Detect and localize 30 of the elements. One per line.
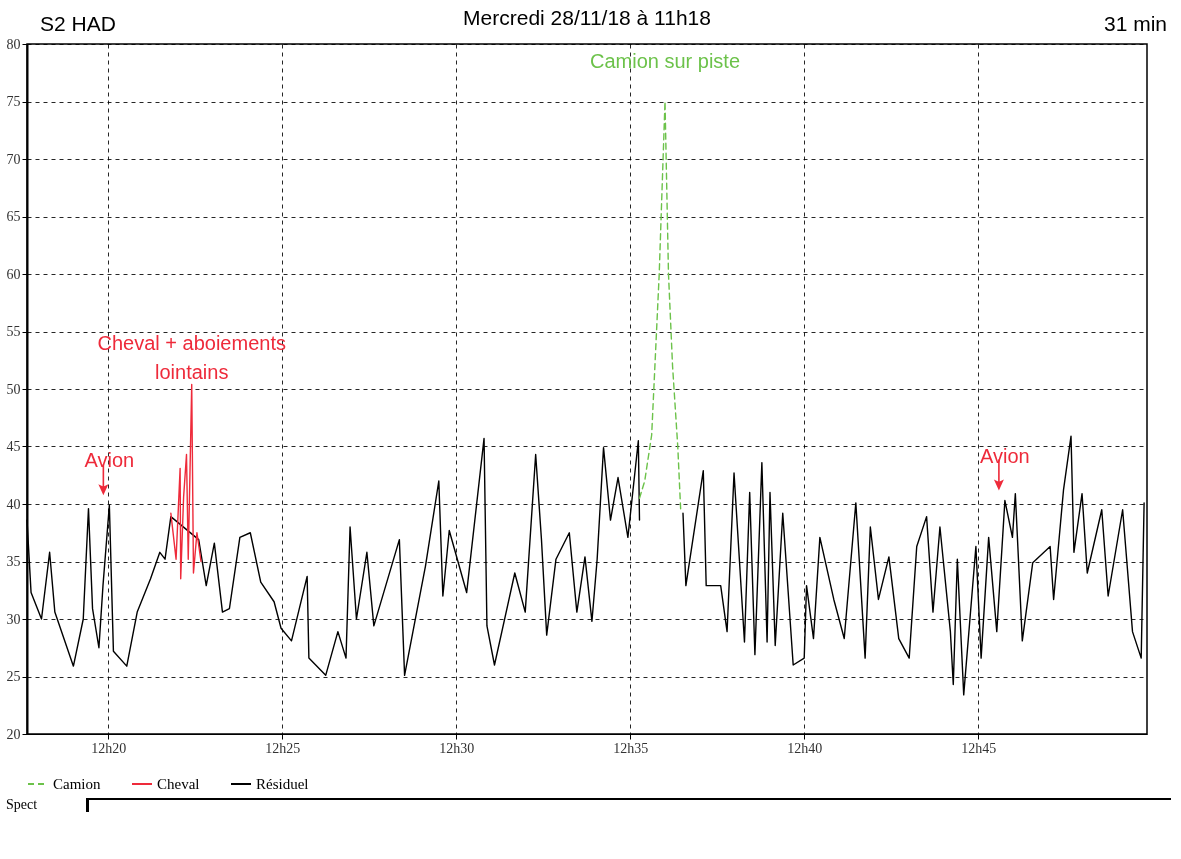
- chart-title: Mercredi 28/11/18 à 11h18: [463, 6, 711, 29]
- annotation: Avion: [84, 449, 135, 472]
- legend-label: Camion: [53, 776, 101, 792]
- y-tick-label: 45: [6, 439, 21, 454]
- y-tick-label: 70: [6, 151, 21, 167]
- x-tick-label: 12h45: [961, 740, 997, 756]
- y-tick-label: 35: [6, 554, 21, 569]
- text: 31 min: [1103, 12, 1167, 36]
- y-tick-label: 25: [6, 669, 21, 684]
- annotation: Cheval + aboiements lointains: [97, 332, 286, 384]
- x-tick-label: 12h20: [91, 740, 127, 756]
- y-tick-label: 20: [6, 726, 21, 742]
- x-tick-label: 12h30: [439, 740, 475, 756]
- y-tick-label: 40: [6, 496, 21, 512]
- x-tick-label: 12h35: [613, 740, 649, 756]
- x-tick-label: 12h25: [265, 740, 301, 756]
- annotation: Avion: [980, 444, 1030, 467]
- annotation: Camion sur piste: [589, 49, 741, 72]
- y-tick-label: 30: [6, 611, 21, 627]
- y-tick-label: 80: [6, 36, 21, 52]
- y-tick-label: 50: [6, 381, 21, 397]
- text: Spect: [6, 797, 39, 813]
- legend-label: Résiduel: [256, 776, 309, 792]
- x-tick-label: 12h40: [787, 740, 823, 756]
- y-tick-label: 65: [6, 209, 21, 224]
- legend-label: Cheval: [157, 776, 200, 792]
- y-tick-label: 75: [6, 94, 21, 109]
- y-tick-label: 55: [6, 324, 21, 339]
- text: S2 HAD: [40, 12, 116, 36]
- y-tick-label: 60: [6, 266, 21, 282]
